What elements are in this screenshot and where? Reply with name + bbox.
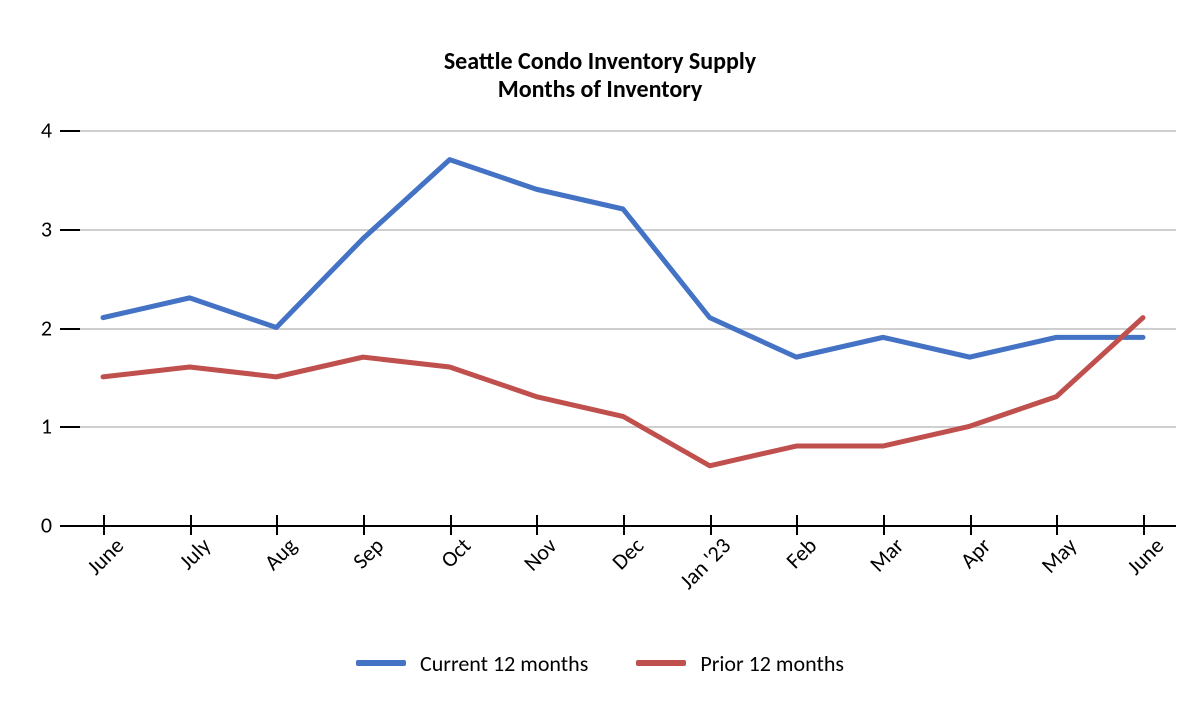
chart-title: Seattle Condo Inventory Supply Months of…	[0, 48, 1200, 103]
x-tick-label: Jan '23	[673, 532, 735, 594]
x-tick-label: July	[173, 532, 216, 575]
legend: Current 12 months Prior 12 months	[0, 645, 1200, 677]
x-tick-label: June	[81, 532, 129, 580]
chart-title-line-2: Months of Inventory	[0, 76, 1200, 104]
legend-label: Current 12 months	[420, 650, 588, 677]
x-tick-label: Nov	[518, 532, 562, 576]
x-tick-label: Mar	[864, 532, 909, 577]
x-tick-label: Oct	[435, 532, 476, 573]
x-tick-label: May	[1036, 532, 1083, 579]
line-chart: Seattle Condo Inventory Supply Months of…	[0, 0, 1200, 703]
plot-area: 01234JuneJulyAugSepOctNovDecJan '23FebMa…	[70, 130, 1176, 525]
y-tick-label: 1	[41, 413, 52, 440]
x-tick-label: Aug	[259, 532, 303, 576]
x-tick-label: June	[1121, 532, 1169, 580]
x-tick-label: Feb	[781, 532, 823, 574]
legend-label: Prior 12 months	[700, 650, 844, 677]
series-layer	[70, 130, 1176, 525]
y-tick-label: 0	[41, 512, 52, 539]
chart-title-line-1: Seattle Condo Inventory Supply	[0, 48, 1200, 76]
y-tick-label: 2	[41, 314, 52, 341]
x-tick-label: Sep	[347, 532, 389, 574]
legend-swatch	[636, 660, 686, 666]
x-tick-label: Apr	[954, 532, 996, 574]
x-tick-label: Dec	[606, 532, 649, 575]
legend-item: Current 12 months	[356, 650, 588, 677]
y-tick-label: 3	[41, 215, 52, 242]
legend-item: Prior 12 months	[636, 650, 844, 677]
y-tick-label: 4	[41, 117, 52, 144]
series-line	[103, 160, 1143, 358]
series-line	[103, 318, 1143, 466]
legend-swatch	[356, 660, 406, 666]
